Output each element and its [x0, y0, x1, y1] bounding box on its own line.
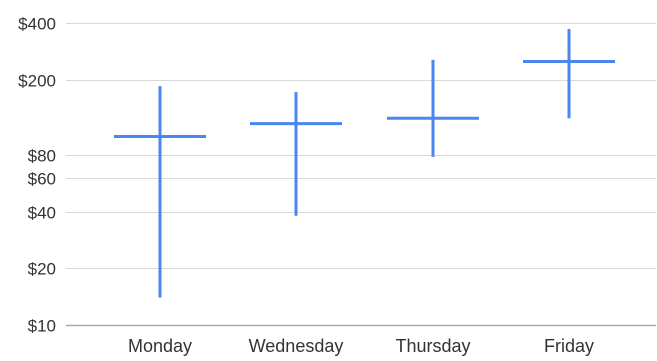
data-point — [114, 86, 206, 298]
y-tick-label: $40 — [28, 204, 56, 223]
y-tick-label: $400 — [18, 15, 56, 34]
x-axis-tick-labels: Monday Wednesday Thursday Friday — [128, 336, 594, 356]
y-tick-label: $80 — [28, 147, 56, 166]
data-point — [387, 59, 479, 157]
x-tick-label: Thursday — [395, 336, 470, 356]
x-tick-label: Wednesday — [249, 336, 344, 356]
data-point — [250, 92, 342, 216]
x-tick-label: Friday — [544, 336, 594, 356]
x-tick-label: Monday — [128, 336, 192, 356]
gridlines — [66, 23, 656, 327]
y-axis-tick-labels: $400 $200 $80 $60 $40 $20 $10 — [18, 15, 56, 336]
data-marks — [114, 28, 615, 298]
y-tick-label: $10 — [28, 317, 56, 336]
data-point — [523, 28, 615, 119]
y-tick-label: $20 — [28, 260, 56, 279]
y-tick-label: $200 — [18, 72, 56, 91]
y-tick-label: $60 — [28, 170, 56, 189]
